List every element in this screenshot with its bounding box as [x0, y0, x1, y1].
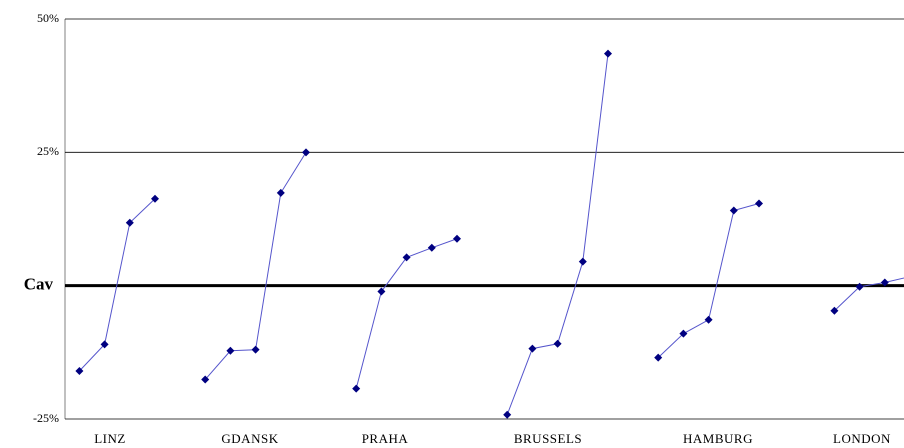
marker [729, 206, 738, 215]
marker [578, 257, 587, 266]
series-line [506, 53, 609, 415]
x-tick-label: HAMBURG [683, 431, 753, 446]
marker [503, 410, 512, 419]
marker [830, 306, 839, 315]
marker [100, 340, 109, 349]
series-line [79, 198, 156, 372]
marker [453, 234, 461, 243]
marker [553, 339, 562, 348]
marker [402, 253, 411, 262]
x-tick-label: GDANSK [221, 431, 278, 446]
y-tick-label: 50% [37, 11, 59, 25]
marker [855, 282, 864, 291]
marker [151, 194, 159, 203]
marker [302, 148, 310, 157]
marker [75, 367, 84, 375]
x-tick-label: LINZ [94, 431, 126, 446]
series-line [657, 203, 760, 359]
marker [604, 49, 612, 58]
marker [251, 345, 260, 354]
marker [679, 329, 688, 338]
x-tick-label: PRAHA [362, 431, 409, 446]
marker [654, 353, 663, 362]
marker [528, 344, 537, 353]
y-tick-label: Cav [24, 275, 54, 294]
marker [276, 188, 285, 197]
series-line [834, 277, 904, 312]
x-tick-label: BRUSSELS [514, 431, 582, 446]
marker [226, 346, 235, 355]
marker [125, 218, 134, 227]
marker [427, 243, 436, 252]
marker [201, 375, 210, 384]
series-line [204, 152, 307, 380]
marker [704, 315, 713, 324]
marker [880, 278, 889, 287]
marker [352, 384, 361, 393]
y-tick-label: 25% [37, 144, 59, 158]
marker [377, 287, 386, 296]
y-tick-label: -25% [33, 411, 59, 425]
x-tick-label: LONDON [833, 431, 891, 446]
marker [755, 199, 763, 208]
